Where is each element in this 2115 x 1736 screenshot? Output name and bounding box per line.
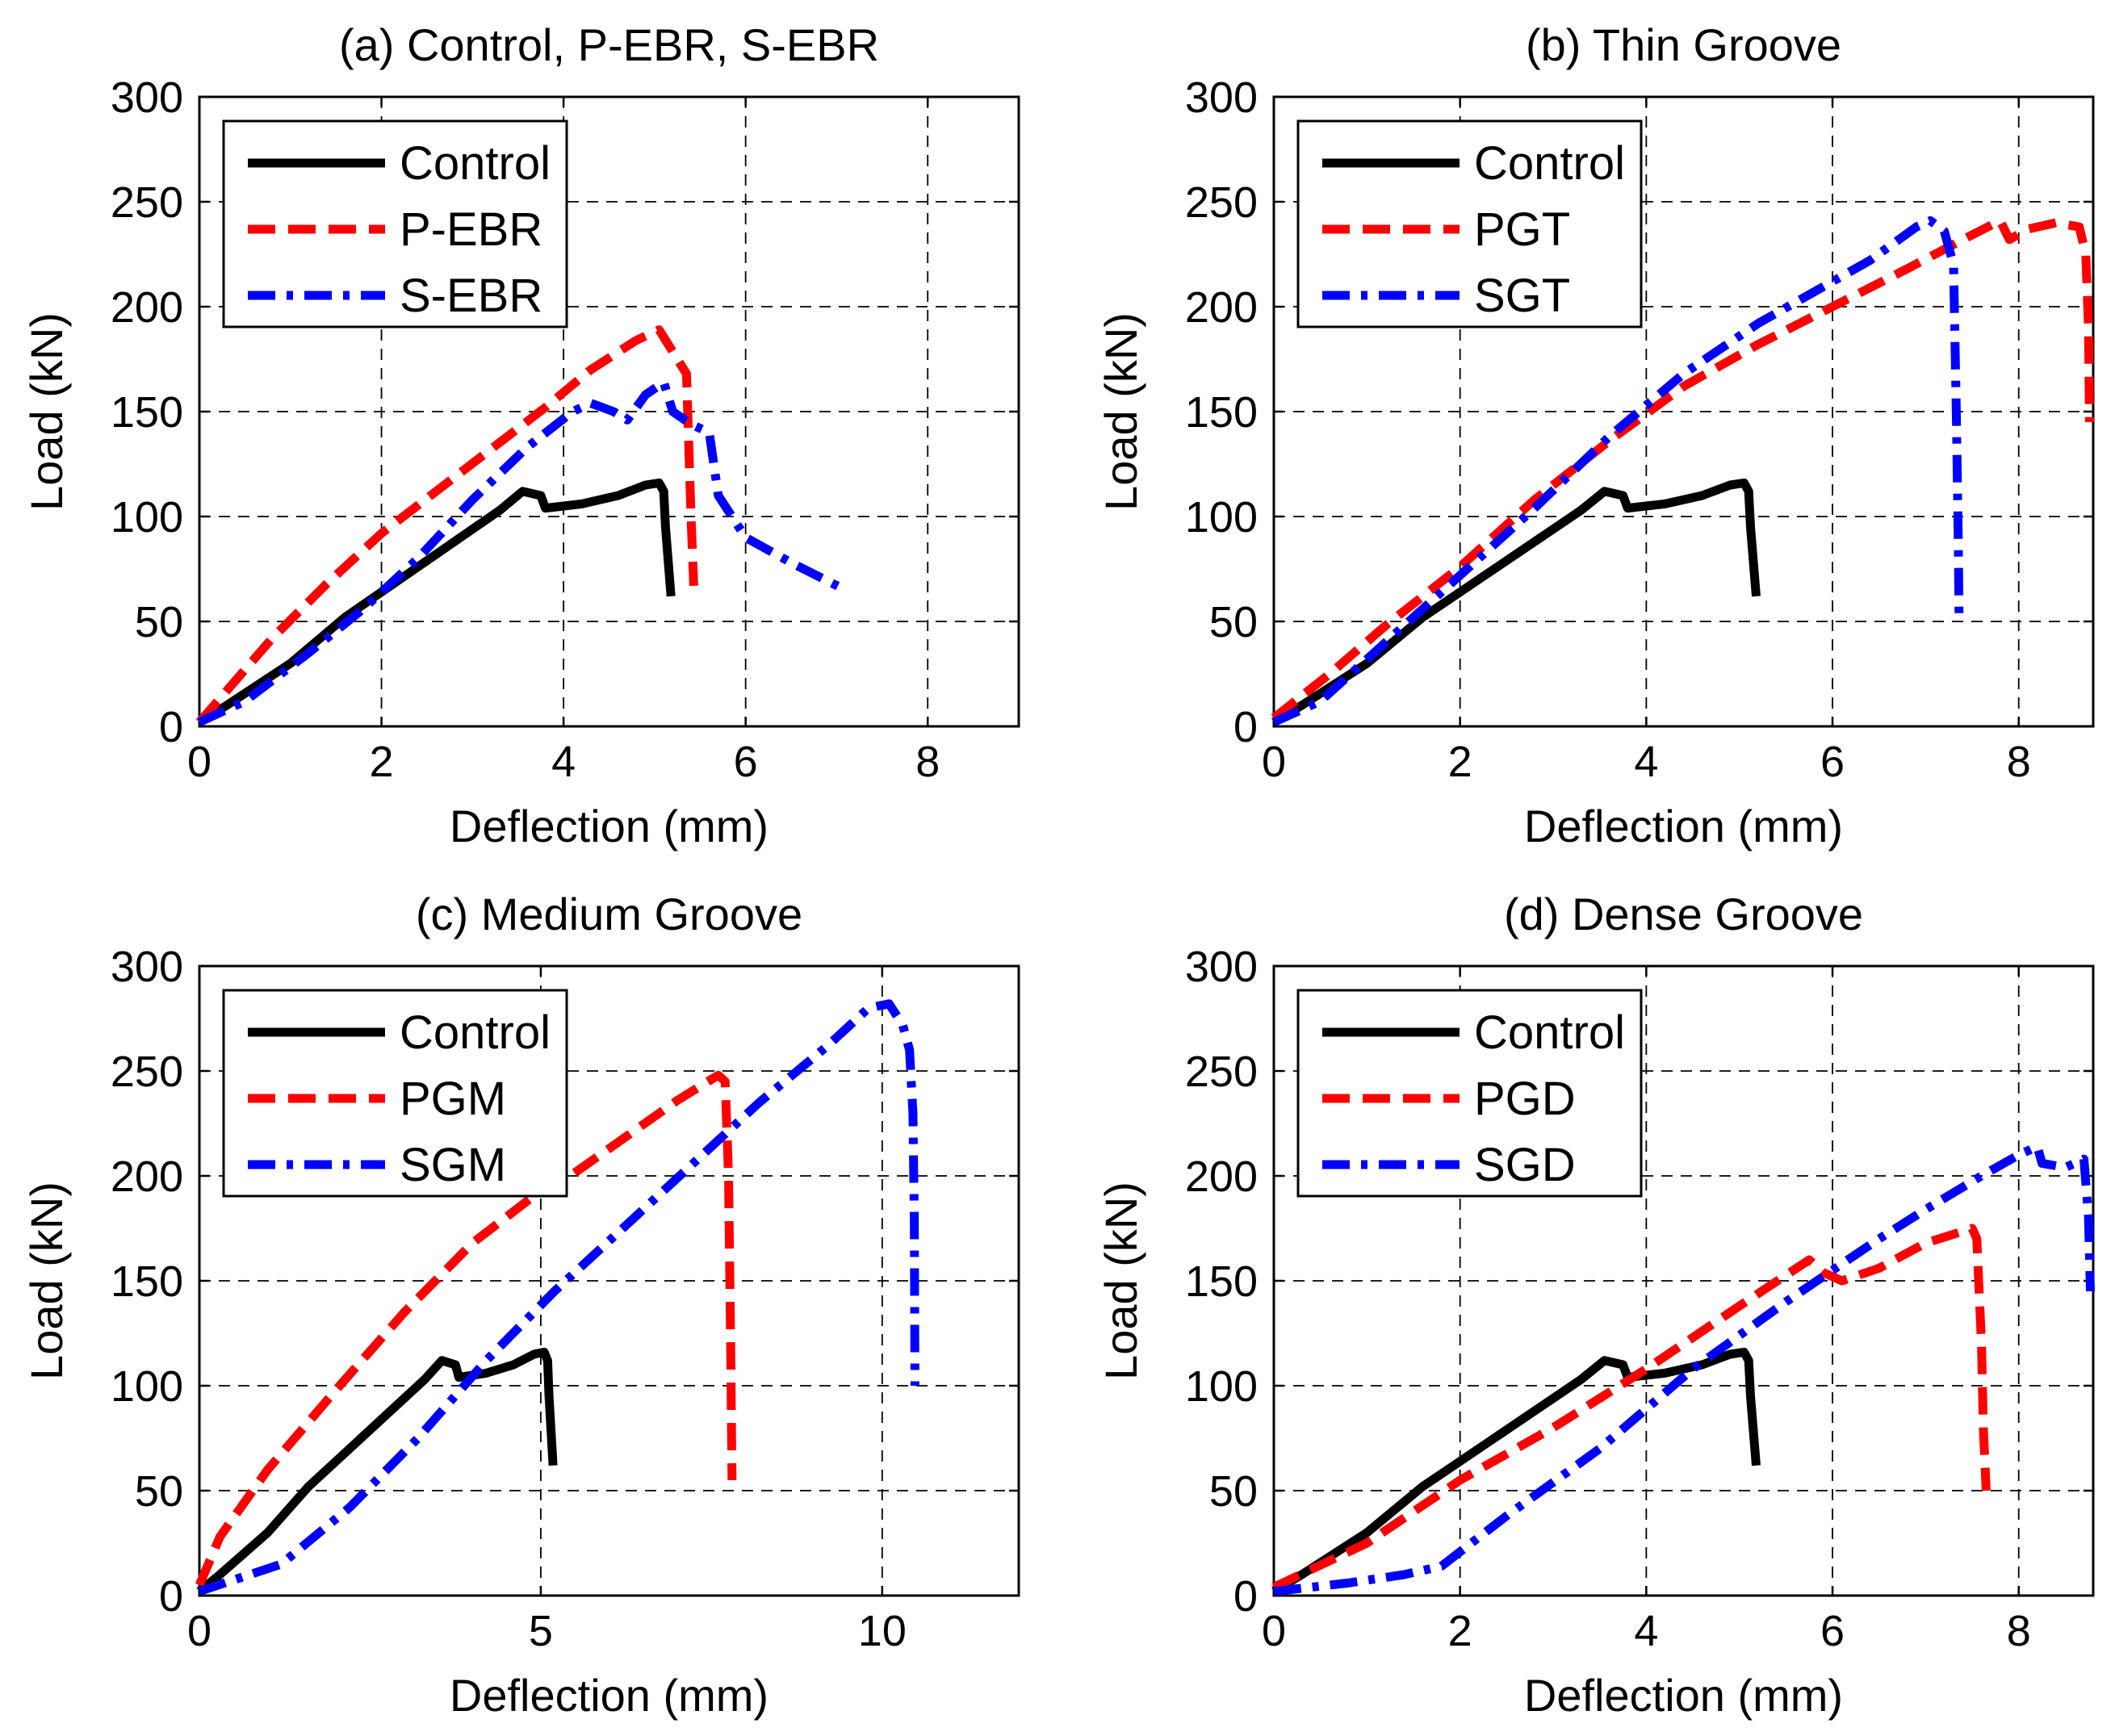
- y-tick-label: 50: [135, 1467, 183, 1516]
- legend-label: Control: [400, 137, 551, 190]
- chart-title: (b) Thin Groove: [1526, 19, 1841, 70]
- y-tick-label: 0: [1233, 1572, 1258, 1621]
- chart-panel-2: 0 2 4 6 8 0 50 100 150 200 250 300 Deflection (mm) Lo…: [1095, 19, 2095, 851]
- legend-box: [222, 119, 568, 328]
- y-tick-label: 200: [1185, 283, 1258, 332]
- legend-label: SGM: [400, 1139, 506, 1191]
- legend-label: Control: [1474, 1006, 1625, 1059]
- y-tick-label: 50: [135, 598, 183, 646]
- x-tick-label: 6: [1820, 1607, 1845, 1655]
- x-tick-label: 10: [858, 1607, 907, 1655]
- x-tick-label: 8: [2007, 738, 2031, 786]
- y-tick-label: 300: [111, 73, 183, 122]
- y-tick-label: 250: [1185, 178, 1258, 227]
- series-line-sgd: [1273, 1142, 2095, 1596]
- legend-label: P-EBR: [400, 203, 542, 256]
- legend: Control P-EBR S-EBR: [222, 119, 568, 328]
- legend: Control PGT SGT: [1296, 119, 1643, 328]
- series-line-sgm: [198, 999, 919, 1596]
- x-tick-label: 0: [1262, 1607, 1286, 1655]
- y-tick-label: 50: [1209, 598, 1258, 646]
- y-tick-label: 300: [111, 943, 183, 991]
- legend-label: SGD: [1474, 1139, 1576, 1191]
- x-tick-label: 4: [1634, 1607, 1658, 1655]
- x-tick-label: 6: [734, 738, 758, 786]
- legend-label: PGT: [1474, 203, 1570, 256]
- series-line-pgd: [1271, 1224, 1991, 1592]
- chart-title: (c) Medium Groove: [416, 889, 802, 939]
- y-tick-label: 150: [111, 1257, 183, 1306]
- legend-box: [1296, 989, 1643, 1198]
- legend-label: Control: [1474, 137, 1625, 190]
- chart-title: (a) Control, P-EBR, S-EBR: [339, 19, 879, 70]
- y-tick-label: 100: [1185, 493, 1258, 542]
- legend-label: S-EBR: [400, 270, 542, 322]
- y-axis-label: Load (kN): [1095, 312, 1146, 511]
- y-tick-label: 200: [111, 1152, 183, 1201]
- y-tick-label: 250: [1185, 1048, 1258, 1096]
- series-line-pgt: [1271, 215, 2094, 722]
- x-tick-label: 5: [529, 1607, 553, 1655]
- y-axis-label: Load (kN): [21, 1182, 72, 1380]
- y-tick-label: 50: [1209, 1467, 1258, 1516]
- y-tick-label: 100: [111, 1362, 183, 1411]
- x-tick-label: 4: [1634, 738, 1658, 786]
- y-tick-label: 200: [111, 283, 183, 332]
- x-tick-label: 4: [551, 738, 576, 786]
- x-tick-label: 0: [187, 738, 212, 786]
- y-tick-label: 150: [1185, 1257, 1258, 1306]
- chart-title: (d) Dense Groove: [1504, 889, 1863, 939]
- x-axis-label: Deflection (mm): [450, 801, 769, 851]
- legend-label: SGT: [1474, 270, 1570, 322]
- y-tick-label: 250: [111, 178, 183, 227]
- x-tick-label: 6: [1820, 738, 1845, 786]
- y-tick-label: 300: [1185, 943, 1258, 991]
- x-axis-label: Deflection (mm): [1524, 801, 1843, 851]
- series-line-control: [196, 1347, 558, 1596]
- legend: Control PGM SGM: [222, 989, 568, 1198]
- series-line-control: [1271, 478, 1761, 726]
- y-tick-label: 250: [111, 1048, 183, 1096]
- legend-label: PGM: [400, 1073, 506, 1125]
- y-tick-label: 300: [1185, 73, 1258, 122]
- y-tick-label: 0: [159, 1572, 183, 1621]
- x-tick-label: 8: [915, 738, 940, 786]
- legend-box: [1296, 119, 1643, 328]
- y-tick-label: 100: [111, 493, 183, 542]
- series-line-sgt: [1271, 215, 1964, 726]
- legend-label: PGD: [1474, 1073, 1576, 1125]
- legend: Control PGD SGD: [1296, 989, 1643, 1198]
- x-tick-label: 8: [2007, 1607, 2031, 1655]
- y-tick-label: 200: [1185, 1152, 1258, 1201]
- series-line-p-ebr: [195, 325, 698, 726]
- x-tick-label: 2: [370, 738, 394, 786]
- x-tick-label: 2: [1448, 1607, 1472, 1655]
- series-line-s-ebr: [197, 378, 844, 726]
- x-tick-label: 0: [187, 1607, 212, 1655]
- x-tick-label: 0: [1262, 738, 1286, 786]
- y-tick-label: 100: [1185, 1362, 1258, 1411]
- legend-box: [222, 989, 568, 1198]
- x-axis-label: Deflection (mm): [1524, 1670, 1843, 1721]
- y-tick-label: 0: [1233, 703, 1258, 751]
- y-tick-label: 150: [111, 388, 183, 437]
- y-tick-label: 150: [1185, 388, 1258, 437]
- x-axis-label: Deflection (mm): [450, 1670, 769, 1721]
- legend-label: Control: [400, 1006, 551, 1059]
- y-axis-label: Load (kN): [1095, 1182, 1146, 1380]
- chart-panel-4: 0 2 4 6 8 0 50 100 150 200 250 300 Deflection (mm) Lo…: [1095, 889, 2095, 1721]
- y-tick-label: 0: [159, 703, 183, 751]
- chart-panel-1: 0 2 4 6 8 0 50 100 150 200 250 300 Deflection (mm) Lo…: [21, 19, 1020, 851]
- series-line-control: [1271, 1347, 1761, 1596]
- y-axis-label: Load (kN): [21, 312, 72, 511]
- x-tick-label: 2: [1448, 738, 1472, 786]
